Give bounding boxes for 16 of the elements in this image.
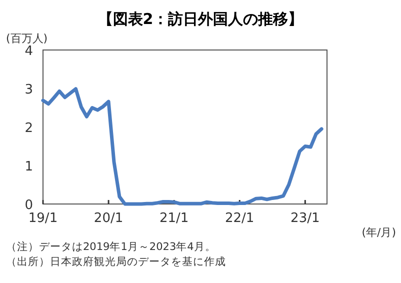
x-tick-label: 23/1 (290, 211, 320, 226)
text: （注）データは2019年1月～2023年4月。 (6, 240, 216, 253)
y-tick-label: 3 (24, 82, 33, 98)
line-series (41, 87, 324, 206)
y-tick-label: 2 (24, 121, 33, 136)
x-axis-title: (年/月) (362, 226, 396, 239)
x-tick-label: 20/1 (94, 211, 124, 226)
x-tick-label: 22/1 (225, 211, 254, 226)
text: （出所）日本政府観光局のデータを基に作成 (6, 255, 226, 268)
y-axis-title: (百万人) (6, 32, 48, 45)
x-tick-label: 19/1 (28, 211, 58, 226)
x-tick-label: 21/1 (159, 211, 189, 226)
y-tick-label: 4 (24, 44, 33, 59)
y-tick-label: 0 (24, 198, 33, 213)
chart-title: 【図表2：訪日外国人の推移】 (98, 10, 304, 28)
y-tick-label: 1 (24, 160, 33, 174)
